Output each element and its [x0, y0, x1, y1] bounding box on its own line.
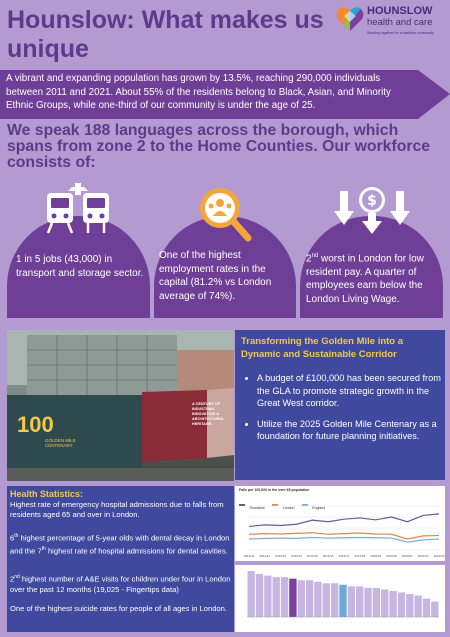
dental-rank: 6: [10, 533, 15, 543]
logo-subtitle: health and care: [367, 17, 433, 28]
logo-name: HOUNSLOW: [367, 5, 433, 17]
centenary-logo-text: GOLDEN MILE CENTENARY: [45, 438, 76, 448]
golden-mile-hoarding-image: [7, 330, 234, 481]
card-pay-body: worst in London for low resident pay. A …: [306, 253, 424, 305]
series-line-england: [248, 536, 440, 543]
bar: [289, 578, 297, 617]
bar: [280, 577, 289, 617]
bar: [381, 589, 389, 617]
golden-mile-title: Transforming the Golden Mile into a Dyna…: [241, 336, 404, 360]
series-line-london: [248, 532, 440, 540]
bar: [414, 595, 422, 617]
bar: [397, 592, 406, 617]
dental-rank-suffix: th: [14, 533, 19, 539]
dental-body-2: highest rate of hospital admissions for …: [45, 546, 228, 556]
intro-banner: [0, 70, 450, 119]
health-statistics-title: Health Statistics:: [10, 489, 84, 499]
bar: [330, 583, 339, 617]
bar: [314, 581, 322, 617]
line-chart-plot: 2010/11 2011/12 2012/13 2013/14 2014/15 2015/…: [244, 505, 445, 558]
x-tick-label: 2020/21: [402, 554, 413, 558]
legend-swatch-england: [301, 503, 308, 506]
suicide-bar-chart: [235, 565, 445, 632]
low-pay-icon: $: [334, 187, 410, 234]
legend-label-england: England: [312, 506, 326, 510]
card-pay-rank-suffix: nd: [311, 253, 319, 259]
x-tick-label: 2013/14: [291, 554, 302, 558]
bar: [264, 575, 272, 617]
card-employment-text: One of the highest employment rates in t…: [159, 250, 272, 302]
dental-body-1: highest percentage of 5-year olds with d…: [10, 533, 230, 556]
bar: [339, 584, 347, 617]
x-tick-label: 2021/22: [418, 554, 429, 558]
x-tick-label: 2015/16: [323, 554, 334, 558]
workforce-card-transport: [7, 216, 150, 318]
ae-body: highest number of A&E visits for childre…: [10, 574, 231, 594]
heart-logo-icon: [336, 7, 364, 32]
bar: [255, 574, 264, 617]
bar: [356, 586, 364, 617]
workforce-card-employment: [154, 216, 296, 318]
bar: [322, 583, 330, 617]
bar: [297, 580, 305, 617]
bar: [305, 580, 314, 617]
x-tick-label: 2012/13: [275, 554, 286, 558]
golden-mile-bullets: A budget of £100,000 has been secured fr…: [243, 372, 450, 451]
series-line-hounslow: [248, 513, 440, 528]
x-tick-label: 2016/17: [339, 554, 350, 558]
centenary-logo-number: 100: [17, 412, 54, 437]
bar: [389, 590, 397, 617]
x-tick-label: 2010/11: [244, 554, 255, 558]
x-tick-label: 2018/19: [370, 554, 381, 558]
bar: [247, 571, 255, 617]
line-chart-legend: Hounslow London England: [239, 496, 325, 514]
legend-swatch-london: [272, 503, 279, 506]
golden-mile-panel: Transforming the Golden Mile into a Dyna…: [235, 330, 445, 480]
x-tick-label: 2022/23: [434, 554, 445, 558]
golden-mile-bullet: Utilize the 2025 Golden Mile Centenary a…: [257, 418, 450, 443]
health-statistics-panel: Health Statistics: Highest rate of emerg…: [7, 486, 234, 632]
bar: [347, 586, 356, 617]
health-stat-suicide: One of the highest suicide rates for peo…: [10, 604, 227, 613]
card-transport-text: 1 in 5 jobs (43,000) in transport and st…: [16, 254, 144, 279]
hounslow-logo: HOUNSLOW health and care Working togethe…: [335, 4, 447, 44]
health-stat-falls: Highest rate of emergency hospital admis…: [10, 500, 224, 520]
logo-tagline: Working together for a healthier communi…: [367, 31, 434, 35]
x-tick-label: 2014/15: [307, 554, 318, 558]
page-title: Hounslow: What makes us unique: [7, 6, 324, 63]
transport-icon: [46, 183, 109, 234]
legend-label-london: London: [282, 506, 295, 510]
languages-subheading: We speak 188 languages across the boroug…: [7, 122, 431, 171]
card-pay-rank: 2: [306, 253, 312, 265]
golden-mile-photo: 100 GOLDEN MILE CENTENARY A CENTURY OF I…: [7, 330, 234, 481]
bar: [372, 587, 381, 617]
legend-swatch-hounslow: [239, 503, 245, 506]
falls-line-chart: Falls per 100,000 in the over 65 populat…: [235, 486, 445, 561]
bar: [431, 601, 439, 617]
hoarding-poster-text: A CENTURY OF INDUSTRIAL INNOVATION & ARC…: [192, 402, 225, 426]
bar: [406, 594, 414, 617]
health-stat-ae: 2nd highest number of A&E visits for chi…: [10, 572, 232, 595]
bar-chart-plot: [247, 571, 439, 618]
legend-label-hounslow: Hounslow: [249, 506, 265, 510]
dental-rank-suffix-2: th: [41, 545, 46, 552]
bar: [364, 587, 372, 617]
svg-text:$: $: [367, 193, 377, 209]
x-tick-label: 2011/12: [260, 554, 271, 558]
bar: [272, 577, 280, 617]
ae-rank-suffix: nd: [14, 574, 20, 580]
health-stat-dental: 6th highest percentage of 5-year olds wi…: [10, 531, 232, 556]
x-tick-label: 2017/18: [354, 554, 365, 558]
bar: [422, 598, 431, 617]
golden-mile-bullet: A budget of £100,000 has been secured fr…: [257, 372, 450, 410]
x-tick-label: 2019/20: [386, 554, 397, 558]
line-chart-title: Falls per 100,000 in the over 65 populat…: [239, 488, 310, 492]
intro-text: A vibrant and expanding population has g…: [6, 73, 391, 111]
card-pay-text: 2nd worst in London for low resident pay…: [306, 250, 440, 306]
employment-search-icon: [200, 188, 252, 242]
ae-rank: 2: [10, 574, 15, 584]
